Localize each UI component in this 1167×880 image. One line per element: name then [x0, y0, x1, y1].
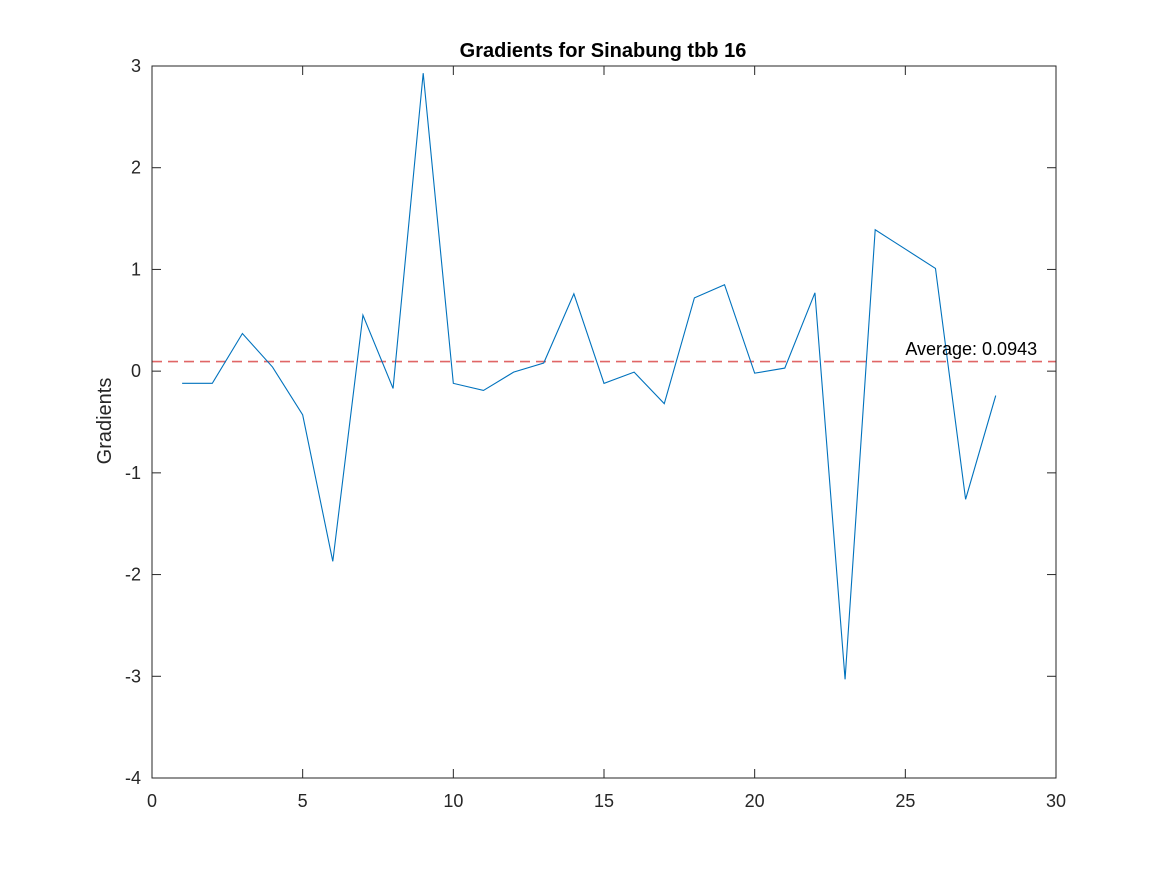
x-tick-label: 0 — [147, 791, 157, 811]
series-line-1 — [182, 73, 997, 680]
axes: 0 5 10 15 20 25 30 -4 -3 -2 -1 0 1 2 3 — [125, 56, 1066, 811]
y-tick-label: 1 — [131, 259, 141, 279]
x-tick-label: 25 — [895, 791, 915, 811]
x-tick-label: 30 — [1046, 791, 1066, 811]
plot-area — [152, 73, 1056, 680]
y-tick-label: -3 — [125, 666, 141, 686]
x-tick-label: 15 — [594, 791, 614, 811]
y-tick-label: 3 — [131, 56, 141, 76]
y-tick-label: 0 — [131, 361, 141, 381]
x-tick-label: 5 — [298, 791, 308, 811]
y-tick-label: 2 — [131, 158, 141, 178]
y-tick-label: -1 — [125, 463, 141, 483]
y-axis-label: Gradients — [94, 378, 116, 465]
chart-title: Gradients for Sinabung tbb 16 — [460, 40, 747, 62]
y-tick-label: -4 — [125, 768, 141, 788]
average-annotation: Average: 0.0943 — [905, 339, 1037, 359]
y-tick-label: -2 — [125, 565, 141, 585]
x-tick-label: 20 — [745, 791, 765, 811]
x-tick-label: 10 — [443, 791, 463, 811]
